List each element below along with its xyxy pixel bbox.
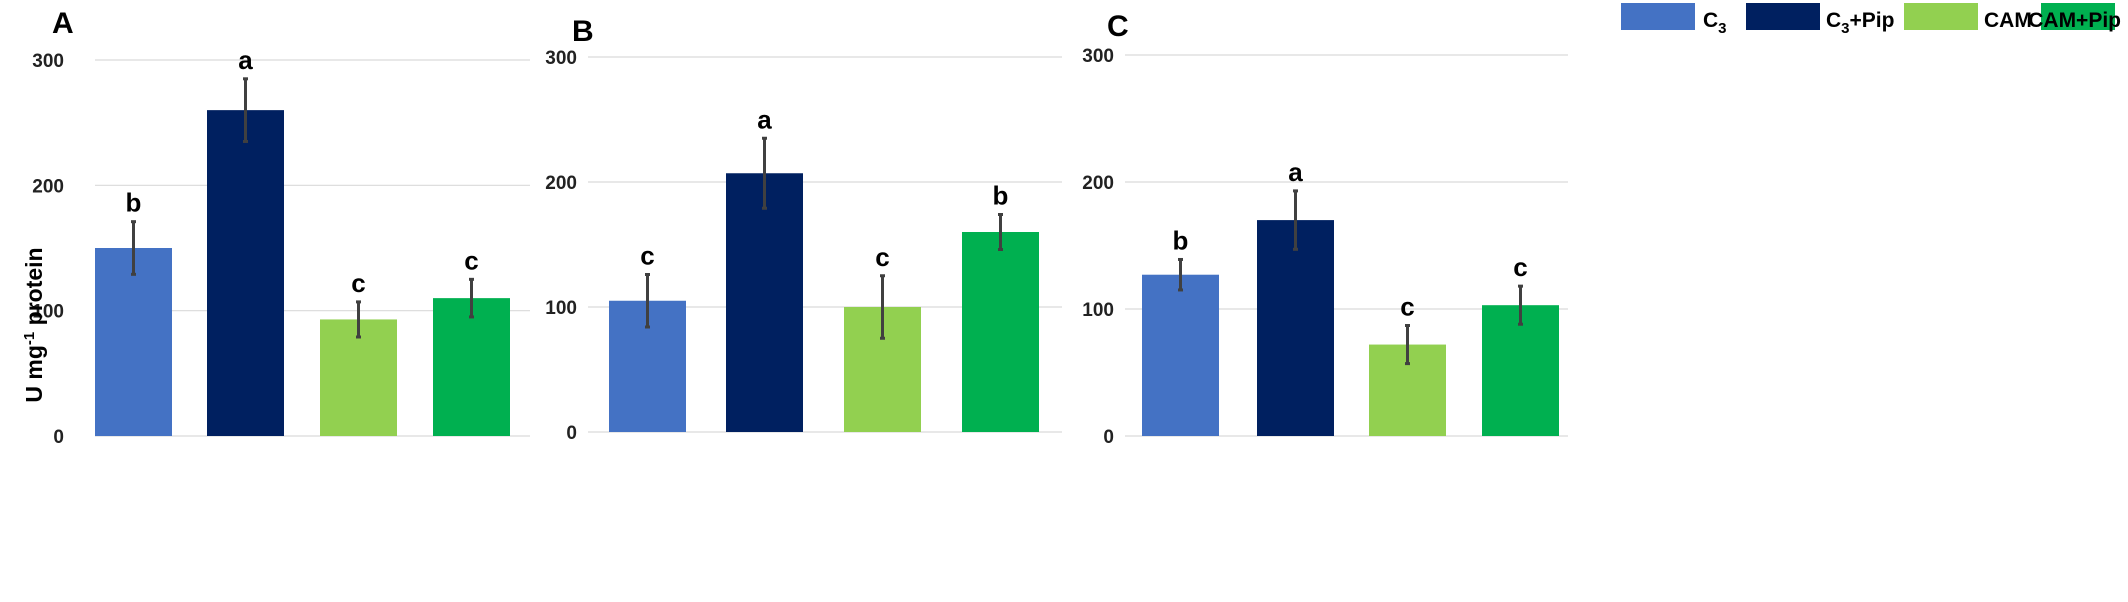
y-tick-label: 0 [566,423,577,444]
y-tick-label: 200 [32,176,64,197]
significance-letter: c [351,268,365,298]
legend-label-c3-pip: C3+Pip [1826,9,1894,37]
significance-letter: c [640,241,654,271]
significance-letter: c [1513,252,1527,282]
y-tick-label: 100 [545,298,577,319]
y-tick-label: 300 [545,48,577,69]
legend: C3 C3+Pip CAM CAM+Pip [1621,3,2121,37]
y-tick-label: 100 [1082,300,1114,321]
significance-letter: a [238,45,253,75]
legend-label-c3: C3 [1703,9,1727,37]
significance-letter: b [993,181,1009,211]
y-tick-label: 300 [32,51,64,72]
panel-c: 0 100 200 300 Cb a c c [1082,10,1568,448]
significance-letter: c [1400,292,1414,322]
bar [726,173,803,432]
y-axis-label: U mg-1 protein [21,247,48,402]
bar [95,248,172,436]
panel-letter: A [52,7,74,40]
bar [1142,274,1219,436]
significance-letter: b [1173,225,1189,255]
legend-swatch-cam [1904,3,1978,30]
bar [1482,305,1559,436]
significance-letter: a [757,104,772,134]
y-tick-label: 200 [1082,173,1114,194]
y-axis-label-pre: U mg [21,345,47,403]
bar [962,232,1039,432]
y-axis-label-sup: -1 [21,332,38,345]
bar [207,110,284,436]
panel-a: 0 100 200 300 Ab a c c [32,7,530,448]
significance-letter: a [1288,157,1303,187]
significance-letter: c [464,245,478,275]
legend-swatch-cam-pip [2041,3,2115,30]
y-tick-label: 300 [1082,46,1114,67]
y-tick-label: 200 [545,173,577,194]
bar [433,298,510,436]
legend-swatch-c3-pip [1746,3,1820,30]
panels: 0100200300Abacc0100200300Bcacb0100200300… [32,7,1568,448]
panel-letter: C [1107,10,1129,43]
y-tick-label: 0 [1103,427,1114,448]
bar [320,319,397,436]
y-axis-label-post: protein [21,247,47,331]
y-tick-label: 0 [53,427,64,448]
significance-letter: b [126,188,142,218]
bar [1257,220,1334,436]
y-tick-label: 100 [32,302,64,323]
legend-label-cam-pip: CAM+Pip [2028,9,2121,32]
legend-label-cam: CAM [1984,9,2032,32]
significance-letter: c [875,242,889,272]
legend-swatch-c3 [1621,3,1695,30]
panel-letter: B [572,15,594,48]
